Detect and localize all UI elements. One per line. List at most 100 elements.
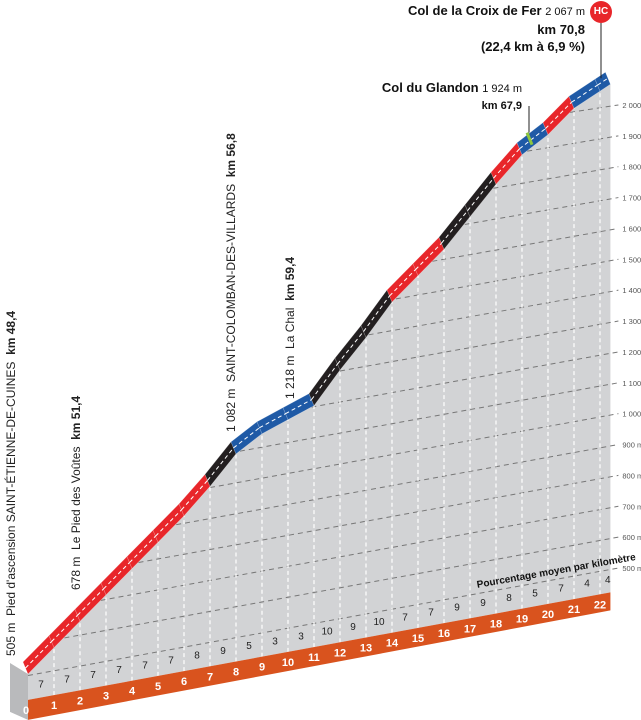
km-label: 13 [360, 643, 372, 655]
road-centerline [285, 399, 312, 415]
km-label: 2 [77, 695, 83, 707]
percent-label: 3 [298, 632, 304, 643]
road-centerline [25, 641, 52, 669]
km-label: 21 [568, 604, 580, 616]
y-tick-label: 500 m [622, 564, 641, 573]
gridline-1300 [339, 320, 619, 372]
y-tick-label: 1 900 m [622, 132, 641, 141]
gridline-2000 [570, 104, 619, 113]
croix-name: Col de la Croix de Fer [407, 3, 542, 18]
percent-label: 7 [38, 680, 44, 691]
chal-annotation: 1 218 m La Chal km 59,4 [283, 257, 297, 399]
road-centerline [129, 535, 156, 563]
km-label: 7 [207, 671, 213, 683]
start-elevation: 505 m [4, 622, 18, 656]
percent-label: 4 [584, 579, 590, 590]
percent-label: 5 [532, 588, 538, 599]
glandon-name: Col du Glandon [381, 80, 479, 95]
road-centerline [415, 242, 442, 270]
km-label: 19 [516, 614, 528, 626]
km-label: 0 [23, 705, 29, 717]
km-label: 4 [129, 686, 136, 698]
profile-face [28, 84, 611, 700]
km-label: 14 [386, 638, 399, 650]
gridline-600 [64, 536, 619, 639]
percent-label: 7 [142, 660, 148, 671]
percent-label: 7 [402, 612, 408, 623]
percent-label: 7 [168, 656, 174, 667]
y-tick-label: 1 000 m [622, 410, 641, 419]
gridline-1800 [493, 166, 619, 189]
road-centerline [311, 363, 338, 400]
voutes-name: Le Pied des Voûtes [69, 446, 83, 550]
percent-label: 7 [428, 608, 434, 619]
km-label: 11 [308, 652, 320, 664]
y-tick-label: 900 m [622, 441, 641, 450]
y-tick-label: 1 100 m [622, 379, 641, 388]
start-annotation: 505 m Pied d'ascension SAINT-ÉTIENNE-DE-… [4, 311, 18, 656]
percent-label: 8 [506, 593, 512, 604]
percent-label: 9 [454, 603, 460, 614]
road-centerline [51, 614, 78, 642]
y-tick-label: 800 m [622, 471, 641, 480]
y-tick-label: 2 000 m [622, 101, 641, 110]
y-tick-label: 1 500 m [622, 255, 641, 264]
y-tick-label: 1 300 m [622, 317, 641, 326]
gridline-1200 [311, 351, 619, 408]
km-label: 12 [334, 647, 346, 659]
voutes-annotation: 678 m Le Pied des Voûtes km 51,4 [69, 396, 83, 590]
road-centerline [545, 101, 572, 129]
km-label: 15 [412, 633, 424, 645]
croix-summary: (22,4 km à 6,9 %) [480, 39, 585, 54]
y-tick-label: 1 200 m [622, 348, 641, 357]
percent-label: 9 [350, 622, 356, 633]
gridline-500 [27, 567, 619, 677]
gridline-800 [138, 474, 619, 564]
road-centerline [571, 84, 598, 103]
percent-label: 10 [373, 617, 385, 628]
gridline-1900 [527, 135, 619, 152]
road-centerline [103, 562, 130, 590]
y-tick-label: 1 800 m [622, 163, 641, 172]
y-tick-label: 700 m [622, 502, 641, 511]
glandon-annotation: Col du Glandon 1 924 m km 67,9 [382, 79, 522, 115]
gridline-900 [176, 444, 619, 526]
road-centerline [233, 427, 260, 449]
chal-km: km 59,4 [283, 256, 297, 301]
km-label: 9 [259, 662, 265, 674]
voutes-km: km 51,4 [69, 395, 83, 440]
base-band [28, 592, 611, 720]
left-side-face [10, 663, 28, 720]
y-tick-label: 600 m [622, 533, 641, 542]
km-label: 10 [282, 657, 294, 669]
percent-label: 7 [116, 665, 122, 676]
percent-label: 9 [480, 598, 486, 609]
percent-label: 4 [605, 575, 611, 586]
road-segment-km-22 [594, 71, 611, 92]
croix-km: km 70,8 [537, 22, 585, 37]
road-centerline [389, 269, 416, 297]
start-km: km 48,4 [4, 310, 18, 355]
km-label: 16 [438, 628, 450, 640]
km-label: 20 [542, 609, 554, 621]
percent-label: 3 [272, 636, 278, 647]
km-label: 17 [464, 623, 476, 635]
road-centerline [363, 295, 390, 332]
gridline-1500 [395, 258, 619, 300]
gridline-1700 [464, 197, 619, 225]
km-label: 8 [233, 667, 239, 679]
gridline-1100 [239, 382, 619, 452]
y-tick-label: 1 400 m [622, 286, 641, 295]
percent-label: 7 [90, 670, 96, 681]
hc-category-text: HC [593, 6, 609, 17]
percent-label: 8 [194, 651, 200, 662]
colomban-elevation: 1 082 m [224, 388, 238, 432]
croix-elevation: 2 067 m [545, 6, 585, 18]
percent-label: 10 [321, 627, 333, 638]
gridline-1000 [209, 413, 619, 489]
percent-label: 5 [246, 641, 252, 652]
glandon-pass-marker [525, 132, 534, 146]
start-name: Pied d'ascension SAINT-ÉTIENNE-DE-CUINES [4, 361, 18, 616]
percent-label: 7 [64, 675, 70, 686]
chal-elevation: 1 218 m [283, 355, 297, 399]
